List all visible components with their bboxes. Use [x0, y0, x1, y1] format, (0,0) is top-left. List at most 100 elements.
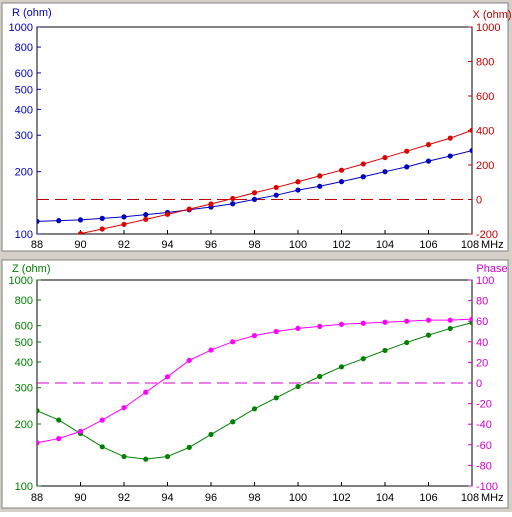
series-point-zp-left [208, 431, 214, 438]
series-point-zp-left [295, 383, 301, 390]
series-point-zp-left [186, 444, 192, 450]
series-point-zp-left [143, 456, 149, 462]
right-tick-label-zp: 0 [476, 378, 482, 390]
series-point-zp-left [404, 339, 410, 346]
right-tick-label-zp: 60 [476, 316, 488, 328]
series-point-zp-left [230, 419, 236, 425]
series-point-rx-left [338, 179, 345, 185]
series-point-zp-right [382, 319, 388, 325]
series-zp-right [37, 316, 472, 446]
series-point-rx-left [37, 218, 40, 225]
series-point-rx-left [77, 217, 84, 223]
series-point-rx-right [99, 226, 105, 232]
panel-rx-background [1, 2, 509, 252]
series-point-rx-left [56, 218, 62, 224]
left-tick-label-rx: 1000 [9, 22, 33, 34]
series-point-rx-right [404, 148, 410, 154]
series-point-zp-left [37, 408, 40, 414]
x-tick-label-zp: 96 [205, 492, 217, 504]
series-point-rx-left [121, 214, 127, 220]
x-tick-label-zp: 92 [118, 492, 130, 504]
left-tick-label-rx: 400 [15, 104, 33, 116]
series-point-rx-left [425, 158, 432, 164]
series-point-rx-right [360, 161, 366, 167]
series-point-rx-left [273, 192, 279, 198]
left-tick-label-rx: 300 [15, 130, 33, 142]
right-tick-label-zp: 100 [476, 275, 494, 287]
series-point-zp-left [121, 453, 127, 460]
x-tick-label-rx: 102 [332, 239, 350, 251]
left-tick-label-zp: 500 [15, 337, 33, 349]
series-point-zp-right [338, 321, 345, 327]
left-tick-label-rx: 200 [15, 167, 33, 179]
left-tick-label-rx: 100 [15, 229, 33, 241]
left-tick-label-zp: 600 [15, 321, 33, 333]
series-point-rx-left [447, 153, 453, 159]
series-point-rx-right [425, 142, 432, 148]
series-point-rx-right [230, 195, 236, 202]
series-point-rx-right [77, 231, 84, 234]
right-tick-label-rx: 600 [476, 91, 494, 103]
series-point-zp-right [230, 339, 236, 345]
right-tick-label-zp: -100 [476, 481, 498, 493]
series-point-rx-right [447, 135, 453, 141]
series-point-zp-right [56, 436, 62, 442]
series-point-rx-right [295, 179, 301, 185]
series-point-rx-left [360, 174, 366, 180]
series-point-zp-left [99, 444, 105, 450]
series-point-zp-right [37, 440, 40, 446]
left-tick-label-zp: 200 [15, 419, 33, 431]
x-tick-label-zp: 100 [289, 492, 307, 504]
right-tick-label-rx: 800 [476, 57, 494, 69]
series-point-rx-left [143, 212, 149, 218]
series-point-zp-left [164, 453, 171, 460]
right-tick-label-zp: 80 [476, 296, 488, 308]
right-tick-label-zp: -80 [476, 460, 492, 472]
series-point-rx-right [317, 173, 323, 179]
series-point-zp-left [317, 373, 323, 380]
series-point-rx-right [208, 201, 214, 207]
left-tick-label-rx: 500 [15, 84, 33, 96]
right-tick-label-zp: 20 [476, 357, 488, 369]
x-tick-label-rx: 90 [74, 239, 86, 251]
series-point-zp-right [251, 333, 258, 339]
series-point-zp-right [99, 417, 105, 423]
series-point-rx-right [143, 216, 149, 222]
series-point-rx-right [121, 221, 127, 227]
right-axis-label-zp: Phase [476, 263, 507, 275]
left-tick-label-zp: 800 [15, 295, 33, 307]
right-tick-label-zp: 40 [476, 337, 488, 349]
series-point-zp-left [425, 332, 432, 338]
left-tick-label-zp: 300 [15, 383, 33, 395]
x-tick-label-zp: 88 [31, 492, 43, 504]
x-tick-label-rx: 108 [461, 239, 479, 251]
right-tick-label-rx: -200 [476, 229, 498, 241]
series-point-zp-right [447, 317, 453, 323]
x-tick-label-rx: 98 [248, 239, 260, 251]
series-point-zp-right [317, 323, 323, 329]
x-tick-label-rx: 94 [161, 239, 173, 251]
series-point-rx-right [382, 154, 388, 161]
series-point-rx-left [317, 183, 323, 189]
x-tick-label-zp: 98 [248, 492, 260, 504]
right-axis-label-rx: X (ohm) [472, 9, 511, 21]
series-point-rx-left [230, 201, 236, 207]
series-point-zp-right [273, 328, 279, 335]
series-point-rx-left [99, 215, 105, 221]
series-point-zp-right [360, 320, 366, 326]
x-tick-label-zp: 90 [74, 492, 86, 504]
x-tick-label-rx: 92 [118, 239, 130, 251]
x-tick-label-rx: 106 [419, 239, 437, 251]
x-axis-unit-rx: MHz [481, 239, 504, 251]
series-point-rx-right [164, 211, 171, 217]
series-point-zp-right [404, 318, 410, 324]
series-point-zp-right [121, 405, 127, 411]
series-point-rx-right [273, 184, 279, 191]
series-point-zp-right [186, 357, 192, 363]
series-point-zp-left [447, 325, 453, 332]
x-tick-label-zp: 94 [161, 492, 173, 504]
right-tick-label-rx: 1000 [476, 22, 500, 34]
series-point-zp-left [251, 406, 258, 412]
